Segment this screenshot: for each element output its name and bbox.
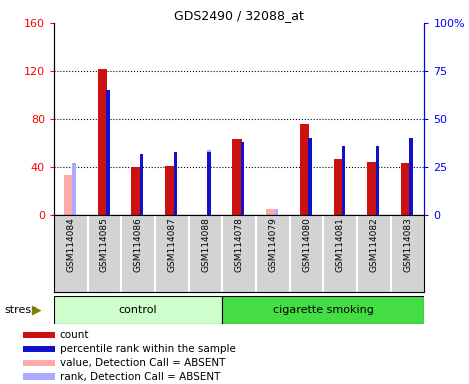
Bar (174, 152, 177, 215)
Bar (165, 166, 174, 215)
Text: percentile rank within the sample: percentile rank within the sample (60, 344, 235, 354)
Text: GSM114084: GSM114084 (66, 217, 76, 272)
Text: GSM114082: GSM114082 (370, 217, 378, 272)
Bar (241, 142, 244, 215)
Bar (274, 209, 278, 215)
Bar (23, 332, 54, 338)
Text: ▶: ▶ (32, 304, 42, 317)
Text: stress: stress (5, 305, 38, 315)
Title: GDS2490 / 32088_at: GDS2490 / 32088_at (174, 9, 304, 22)
Bar (72, 163, 76, 215)
Bar (233, 139, 242, 215)
Bar (367, 162, 377, 215)
Bar (64, 175, 74, 215)
Bar (409, 138, 413, 215)
Bar (54, 296, 222, 324)
Text: GSM114086: GSM114086 (134, 217, 143, 272)
Bar (401, 164, 410, 215)
Bar (308, 138, 311, 215)
Text: GSM114079: GSM114079 (268, 217, 277, 272)
Bar (131, 167, 141, 215)
Text: GSM114085: GSM114085 (100, 217, 109, 272)
Bar (266, 209, 276, 215)
Text: GSM114088: GSM114088 (201, 217, 210, 272)
Text: GSM114080: GSM114080 (302, 217, 311, 272)
Text: GSM114087: GSM114087 (167, 217, 176, 272)
Bar (140, 154, 143, 215)
Bar (23, 373, 54, 380)
Bar (106, 90, 109, 215)
Text: GSM114078: GSM114078 (234, 217, 244, 272)
Text: control: control (119, 305, 158, 315)
Text: cigarette smoking: cigarette smoking (273, 305, 374, 315)
Bar (333, 159, 343, 215)
Bar (222, 296, 424, 324)
Bar (342, 146, 345, 215)
Bar (376, 146, 379, 215)
Bar (207, 150, 211, 215)
Bar (207, 152, 211, 215)
Text: GSM114081: GSM114081 (336, 217, 345, 272)
Text: GSM114083: GSM114083 (403, 217, 412, 272)
Bar (98, 69, 107, 215)
Text: count: count (60, 330, 89, 340)
Bar (300, 124, 309, 215)
Bar (23, 346, 54, 352)
Text: value, Detection Call = ABSENT: value, Detection Call = ABSENT (60, 358, 225, 368)
Bar (23, 359, 54, 366)
Text: rank, Detection Call = ABSENT: rank, Detection Call = ABSENT (60, 372, 220, 382)
